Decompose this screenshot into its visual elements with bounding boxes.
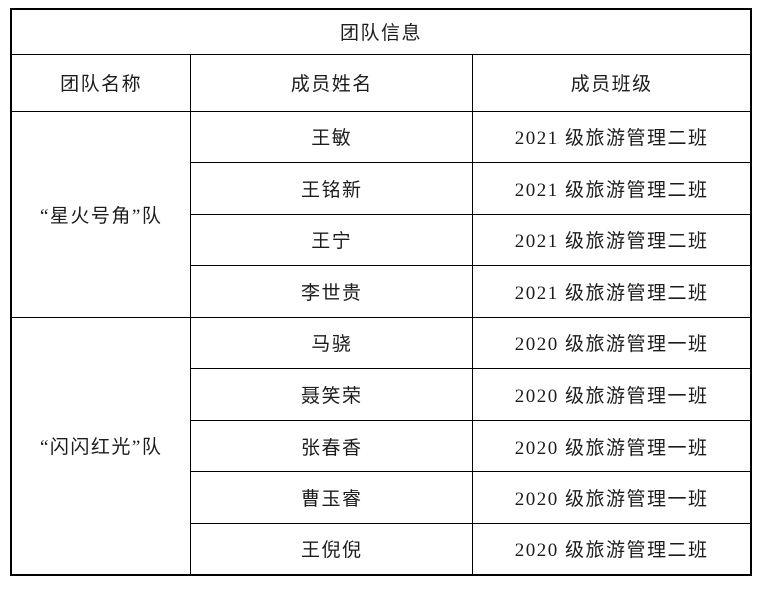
member-class-cell: 2020 级旅游管理一班	[472, 419, 752, 473]
table-row: 王倪倪 2020 级旅游管理二班	[11, 522, 752, 576]
header-member-name: 成员姓名	[190, 53, 474, 112]
member-class-cell: 2021 级旅游管理二班	[472, 213, 752, 267]
table-title: 团队信息	[10, 8, 752, 55]
member-class-cell: 2021 级旅游管理二班	[472, 162, 752, 215]
member-name-cell: 王倪倪	[190, 522, 474, 576]
member-class-cell: 2021 级旅游管理二班	[472, 265, 752, 318]
table-header-row: 团队名称 成员姓名 成员班级	[10, 53, 752, 112]
member-name-cell: 曹玉睿	[190, 471, 474, 524]
header-member-class: 成员班级	[472, 53, 752, 112]
member-class-cell: 2021 级旅游管理二班	[472, 110, 752, 164]
table-row: 曹玉睿 2020 级旅游管理一班	[11, 471, 752, 524]
member-name-cell: 张春香	[190, 419, 474, 473]
table-title-row: 团队信息	[10, 8, 752, 55]
team-name-cell: “星火号角”队	[10, 110, 192, 318]
header-team-name: 团队名称	[10, 53, 192, 112]
table-row: 李世贵 2021 级旅游管理二班	[11, 265, 752, 318]
member-name-cell: 马骁	[190, 316, 474, 370]
member-name-cell: 王敏	[190, 110, 474, 164]
member-name-cell: 王宁	[190, 213, 474, 267]
table-row: 张春香 2020 级旅游管理一班	[11, 419, 752, 473]
member-name-cell: 李世贵	[190, 265, 474, 318]
table-row: 聂笑荣 2020 级旅游管理一班	[11, 368, 752, 421]
member-class-cell: 2020 级旅游管理二班	[472, 522, 752, 576]
table-row: “星火号角”队 王敏 2021 级旅游管理二班	[10, 110, 752, 318]
table-row: 王铭新 2021 级旅游管理二班	[11, 162, 752, 215]
member-name-cell: 王铭新	[190, 162, 474, 215]
team-name-cell: “闪闪红光”队	[10, 316, 192, 576]
member-class-cell: 2020 级旅游管理一班	[472, 368, 752, 421]
member-name-cell: 聂笑荣	[190, 368, 474, 421]
table-row: 王宁 2021 级旅游管理二班	[11, 213, 752, 267]
team-info-table: 团队信息 团队名称 成员姓名 成员班级 “星火号角”队 王敏 2021 级旅游管…	[10, 8, 752, 576]
member-class-cell: 2020 级旅游管理一班	[472, 471, 752, 524]
member-class-cell: 2020 级旅游管理一班	[472, 316, 752, 370]
table-row: “闪闪红光”队 马骁 2020 级旅游管理一班	[10, 316, 752, 576]
